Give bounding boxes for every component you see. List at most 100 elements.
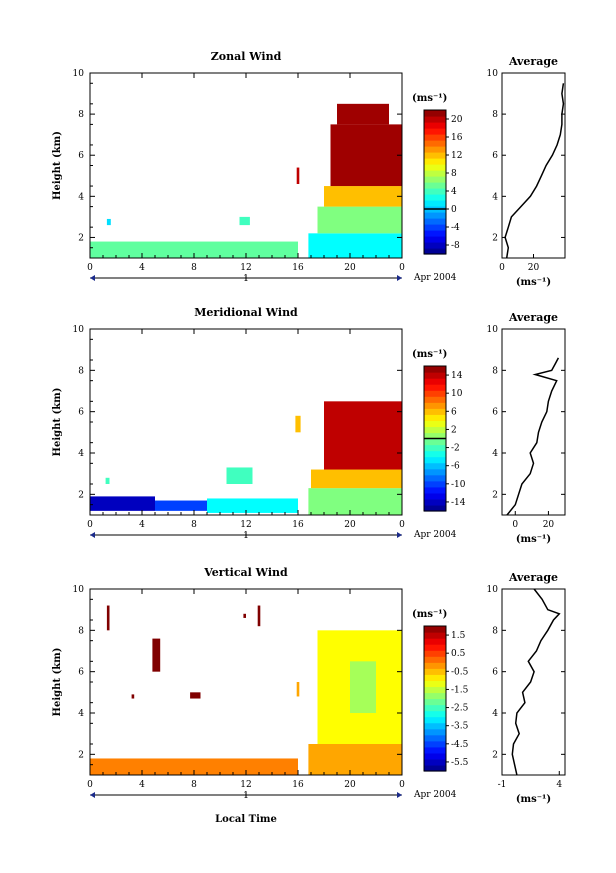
colorbar-tick-label: 4 (451, 187, 457, 197)
colorbar-segment (424, 384, 446, 391)
average-y-tick-label: 2 (492, 490, 498, 500)
y-axis-label: Height (km) (52, 131, 63, 200)
colorbar-tick-label: 6 (451, 407, 457, 417)
colorbar-segment (424, 498, 446, 506)
y-tick-label: 2 (78, 490, 84, 500)
colorbar-segment (424, 390, 446, 397)
average-x-tick-label: 4 (556, 780, 562, 790)
colorbar-segment (424, 188, 446, 195)
x-tick-label: 0 (399, 520, 405, 530)
colorbar-segment (424, 128, 446, 135)
heatmap-cell (296, 167, 300, 184)
colorbar-unit: (ms⁻¹) (412, 609, 447, 620)
average-title: Average (508, 55, 558, 68)
colorbar-segment (424, 456, 446, 464)
x-tick-label: 0 (87, 780, 93, 790)
colorbar-segment (424, 110, 446, 117)
day-label: 1 (243, 791, 249, 801)
average-y-tick-label: 6 (492, 151, 498, 161)
heatmap-cell (324, 401, 402, 470)
colorbar-tick-label: -2.5 (451, 704, 469, 714)
heatmap-cell (330, 124, 402, 187)
y-tick-label: 4 (78, 709, 84, 719)
average-y-tick-label: 4 (492, 709, 498, 719)
day-axis-arrow-right (397, 792, 402, 798)
panel-title: Vertical Wind (203, 566, 288, 579)
x-tick-label: 12 (240, 520, 251, 530)
colorbar-tick-label: 0 (451, 205, 457, 215)
colorbar-segment (424, 486, 446, 494)
colorbar-segment (424, 182, 446, 189)
colorbar-segment (424, 764, 446, 772)
y-tick-label: 6 (78, 668, 84, 678)
colorbar-segment (424, 396, 446, 403)
heatmap-cell (90, 496, 155, 511)
colorbar-segment (424, 650, 446, 657)
colorbar-tick-label: -10 (451, 480, 466, 490)
average-y-tick-label: 8 (492, 110, 498, 120)
colorbar-segment (424, 408, 446, 415)
average-x-tick-label: 0 (499, 263, 505, 273)
x-tick-label: 20 (344, 520, 356, 530)
colorbar-segment (424, 722, 446, 730)
colorbar-segment (424, 236, 446, 243)
colorbar-tick-label: 10 (451, 389, 463, 399)
colorbar-segment (424, 248, 446, 255)
colorbar-unit: (ms⁻¹) (412, 93, 447, 104)
x-tick-label: 20 (344, 263, 356, 273)
colorbar-segment (424, 372, 446, 379)
average-y-tick-label: 2 (492, 233, 498, 243)
colorbar-tick-label: -5.5 (451, 758, 469, 768)
colorbar-segment (424, 480, 446, 488)
heatmap-cell (308, 744, 402, 775)
x-tick-label: 0 (87, 263, 93, 273)
colorbar-tick-label: 0.5 (451, 649, 466, 659)
colorbar-segment (424, 170, 446, 177)
colorbar-segment (424, 686, 446, 694)
panel-1 (89, 72, 566, 281)
colorbar-segment (424, 218, 446, 225)
colorbar-segment (424, 668, 446, 675)
colorbar-segment (424, 420, 446, 428)
x-tick-label: 12 (240, 780, 251, 790)
colorbar-segment (424, 122, 446, 129)
colorbar-segment (424, 230, 446, 237)
y-tick-label: 10 (73, 69, 85, 79)
colorbar-segment (424, 474, 446, 482)
heatmap-cell (295, 415, 301, 433)
colorbar-segment (424, 438, 446, 446)
panel-2 (89, 328, 566, 538)
colorbar-segment (424, 710, 446, 718)
average-y-tick-label: 4 (492, 449, 498, 459)
heatmap-cell (105, 477, 110, 484)
colorbar-tick-label: -2 (451, 444, 460, 454)
x-tick-label: 12 (240, 263, 251, 273)
heatmap-cell (337, 103, 389, 125)
x-tick-label: 16 (292, 780, 304, 790)
day-axis-arrow-right (397, 532, 402, 538)
colorbar-segment (424, 444, 446, 452)
colorbar-segment (424, 426, 446, 434)
colorbar-segment (424, 432, 446, 440)
x-tick-label: 8 (191, 520, 197, 530)
heatmap-cell (317, 206, 402, 234)
average-y-tick-label: 6 (492, 668, 498, 678)
y-tick-label: 6 (78, 151, 84, 161)
colorbar-segment (424, 158, 446, 165)
x-axis-label: Local Time (215, 814, 277, 825)
average-y-tick-label: 4 (492, 192, 498, 202)
heatmap-cell (207, 498, 298, 513)
heatmap-cell (324, 186, 402, 207)
colorbar-segment (424, 414, 446, 421)
colorbar-segment (424, 638, 446, 645)
colorbar-segment (424, 366, 446, 373)
average-x-label: (ms⁻¹) (516, 794, 551, 805)
average-y-tick-label: 8 (492, 366, 498, 376)
colorbar-tick-label: -3.5 (451, 722, 469, 732)
y-axis-label: Height (km) (52, 648, 63, 717)
colorbar-segment (424, 674, 446, 681)
colorbar-segment (424, 224, 446, 231)
heatmap-cell (308, 233, 402, 258)
average-y-tick-label: 10 (487, 585, 499, 595)
